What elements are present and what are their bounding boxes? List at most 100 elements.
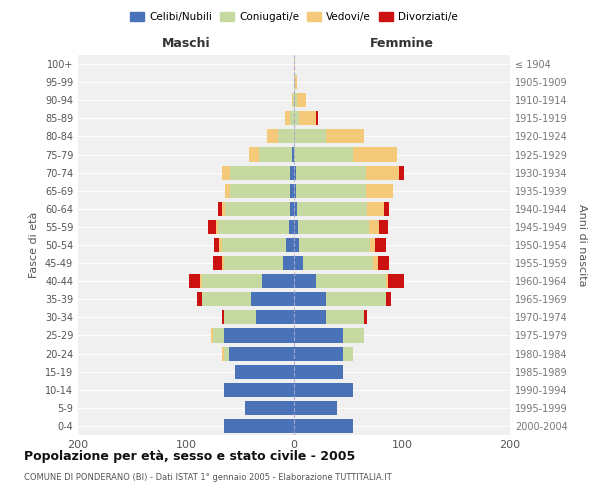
Bar (213, 328, 224, 342)
Bar (214, 238, 220, 252)
Bar (297, 93, 306, 108)
Bar (294, 419, 353, 433)
Bar (294, 184, 296, 198)
Bar (294, 238, 299, 252)
Text: Maschi: Maschi (161, 36, 211, 50)
Bar (262, 274, 294, 288)
Bar (224, 328, 294, 342)
Bar (294, 93, 297, 108)
Bar (259, 148, 292, 162)
Bar (386, 274, 388, 288)
Bar (368, 220, 379, 234)
Bar (197, 292, 202, 306)
Bar (294, 148, 353, 162)
Bar (290, 166, 294, 179)
Bar (202, 292, 251, 306)
Bar (283, 256, 294, 270)
Bar (292, 148, 294, 162)
Text: Popolazione per età, sesso e stato civile - 2005: Popolazione per età, sesso e stato civil… (24, 450, 355, 463)
Bar (294, 346, 343, 360)
Bar (294, 382, 353, 397)
Bar (286, 238, 294, 252)
Bar (224, 346, 229, 360)
Bar (289, 220, 294, 234)
Bar (225, 184, 230, 198)
Bar (286, 112, 290, 126)
Bar (294, 75, 295, 89)
Bar (326, 130, 364, 143)
Bar (225, 202, 290, 216)
Bar (294, 364, 343, 378)
Bar (367, 166, 399, 179)
Bar (267, 130, 278, 143)
Bar (224, 256, 283, 270)
Bar (200, 274, 202, 288)
Bar (296, 166, 367, 179)
Bar (295, 75, 297, 89)
Bar (343, 346, 353, 360)
Bar (386, 292, 391, 306)
Bar (290, 202, 294, 216)
Bar (221, 238, 286, 252)
Bar (278, 130, 294, 143)
Bar (220, 238, 221, 252)
Bar (224, 382, 294, 397)
Bar (293, 93, 294, 108)
Text: Femmine: Femmine (370, 36, 434, 50)
Bar (370, 238, 375, 252)
Bar (294, 57, 295, 71)
Bar (367, 202, 383, 216)
Bar (292, 93, 293, 108)
Bar (294, 274, 316, 288)
Bar (202, 274, 262, 288)
Bar (230, 166, 290, 179)
Bar (294, 328, 343, 342)
Bar (378, 256, 389, 270)
Bar (256, 310, 294, 324)
Bar (235, 364, 294, 378)
Bar (367, 184, 394, 198)
Bar (211, 328, 213, 342)
Bar (294, 112, 299, 126)
Y-axis label: Fasce di età: Fasce di età (29, 212, 39, 278)
Bar (213, 256, 221, 270)
Bar (375, 238, 386, 252)
Bar (248, 148, 259, 162)
Bar (294, 202, 297, 216)
Bar (373, 256, 378, 270)
Bar (294, 220, 298, 234)
Bar (230, 184, 290, 198)
Bar (294, 310, 326, 324)
Bar (245, 401, 294, 415)
Bar (379, 220, 388, 234)
Text: COMUNE DI PONDERANO (BI) - Dati ISTAT 1° gennaio 2005 - Elaborazione TUTTITALIA.: COMUNE DI PONDERANO (BI) - Dati ISTAT 1°… (24, 472, 392, 482)
Legend: Celibi/Nubili, Coniugati/e, Vedovi/e, Divorziati/e: Celibi/Nubili, Coniugati/e, Vedovi/e, Di… (126, 8, 462, 26)
Bar (218, 220, 289, 234)
Bar (299, 238, 370, 252)
Bar (326, 310, 364, 324)
Bar (224, 419, 294, 433)
Bar (343, 328, 364, 342)
Bar (221, 166, 230, 179)
Bar (221, 346, 224, 360)
Bar (296, 184, 367, 198)
Bar (299, 112, 316, 126)
Bar (294, 256, 302, 270)
Bar (353, 148, 397, 162)
Bar (364, 310, 367, 324)
Bar (224, 310, 256, 324)
Bar (294, 130, 326, 143)
Bar (316, 112, 318, 126)
Bar (189, 274, 200, 288)
Bar (294, 166, 296, 179)
Bar (388, 274, 404, 288)
Bar (290, 112, 294, 126)
Bar (221, 310, 224, 324)
Y-axis label: Anni di nascita: Anni di nascita (577, 204, 587, 286)
Bar (294, 292, 326, 306)
Bar (326, 292, 386, 306)
Bar (251, 292, 294, 306)
Bar (290, 184, 294, 198)
Bar (399, 166, 404, 179)
Bar (294, 401, 337, 415)
